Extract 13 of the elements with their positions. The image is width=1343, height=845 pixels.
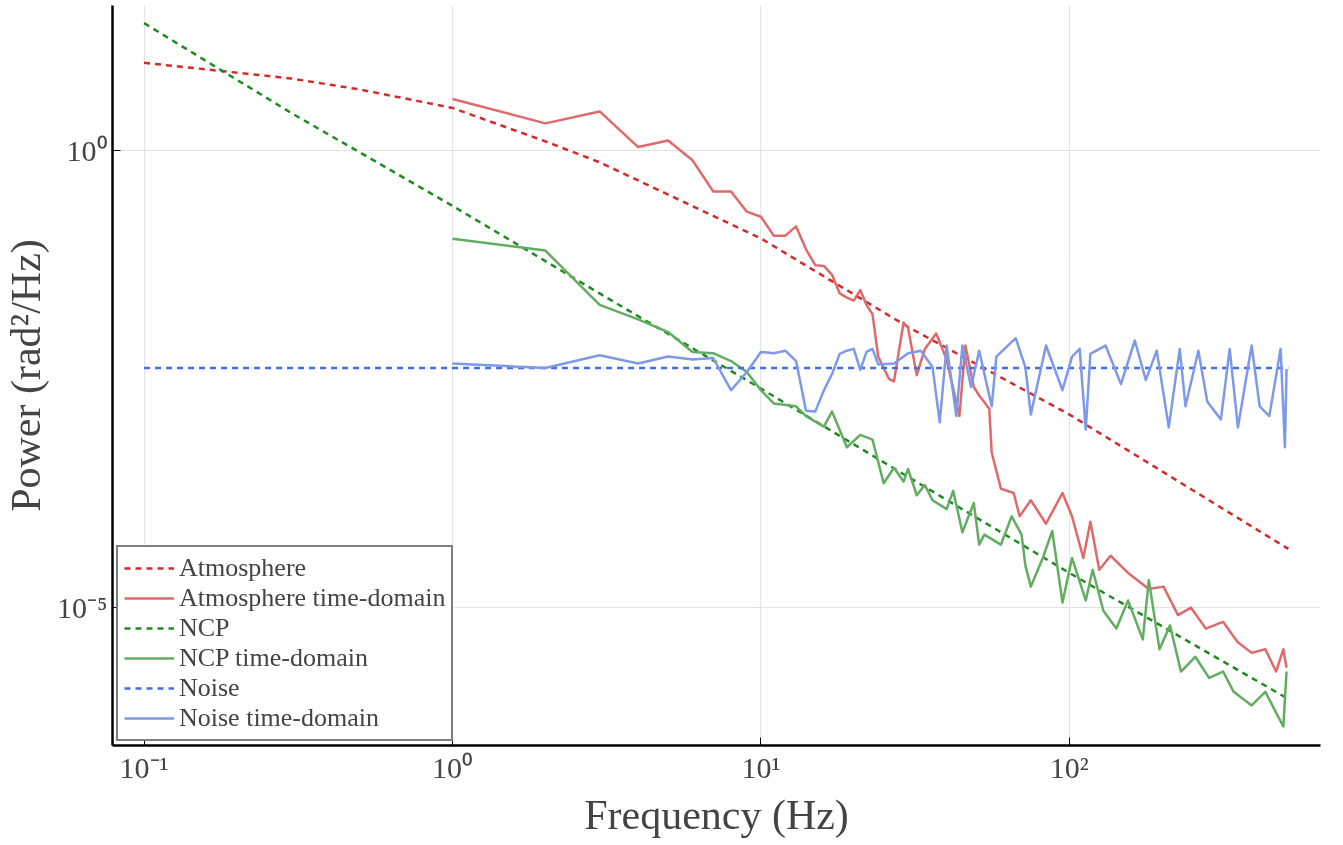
legend-label: Atmosphere time-domain xyxy=(179,583,446,613)
x-tick-label: 10⁰ xyxy=(432,750,473,784)
x-tick-label: 10⁻¹ xyxy=(119,750,169,784)
legend-label: Atmosphere xyxy=(179,553,307,583)
legend-label: Noise xyxy=(179,673,240,703)
y-tick-label: 10⁻⁵ xyxy=(57,591,108,625)
legend-label: NCP time-domain xyxy=(179,643,368,673)
legend-label: NCP xyxy=(179,613,230,643)
y-axis-title: Power (rad²/Hz) xyxy=(3,239,51,512)
legend-label: Noise time-domain xyxy=(179,703,380,733)
x-tick-label: 10² xyxy=(1049,750,1089,784)
x-axis-title: Frequency (Hz) xyxy=(584,791,849,839)
x-tick-label: 10¹ xyxy=(741,750,781,784)
